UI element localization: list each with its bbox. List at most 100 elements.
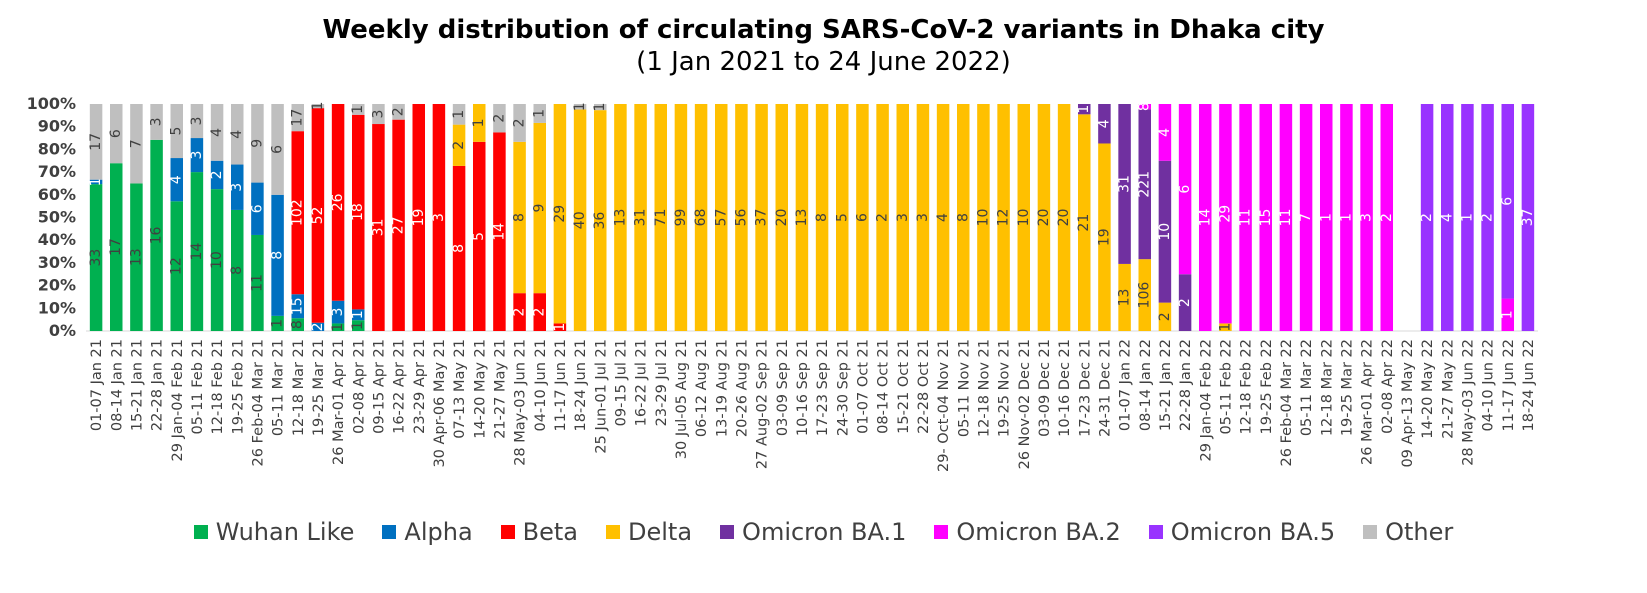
- data-label: 10: [975, 209, 991, 227]
- data-label: 5: [834, 213, 850, 222]
- bar-segment: [654, 104, 668, 331]
- data-label: 102: [290, 199, 306, 226]
- bar-segment: [694, 104, 708, 331]
- data-label: 6: [108, 129, 124, 138]
- x-tick-label: 08-14 Jan 21: [109, 339, 125, 431]
- y-tick-label: 20%: [38, 276, 76, 295]
- x-tick-label: 13-19 Aug 21: [714, 339, 730, 437]
- bar-segment: [916, 104, 930, 331]
- x-tick-label: 10-16 Sep 21: [795, 339, 811, 436]
- legend-swatch: [382, 525, 397, 539]
- x-tick-label: 26 Feb-04 Mar 22: [1279, 339, 1295, 466]
- bar-segment: [372, 104, 385, 125]
- data-label: 4: [169, 175, 185, 184]
- data-label: 8: [512, 213, 528, 222]
- data-label: 8: [955, 213, 971, 222]
- data-label: 4: [935, 213, 951, 222]
- data-label: 1: [1338, 213, 1354, 222]
- bar-segment: [109, 163, 123, 331]
- y-tick-label: 10%: [38, 298, 76, 317]
- x-tick-label: 12-18 Feb 21: [210, 339, 226, 434]
- data-label: 4: [1096, 119, 1112, 128]
- x-tick-label: 21-27 May 21: [492, 339, 508, 439]
- legend-swatch: [1148, 525, 1163, 539]
- data-label: 27: [391, 216, 407, 234]
- bar-segment: [372, 124, 385, 331]
- bar-segment: [1521, 104, 1535, 331]
- data-label: 12: [169, 257, 185, 275]
- bar-segment: [311, 322, 325, 331]
- x-tick-label: 16-22 Apr 21: [392, 339, 408, 434]
- x-tick-label: 06-12 Aug 21: [694, 339, 710, 437]
- legend-item: Omicron BA.5: [1148, 518, 1335, 546]
- data-label: 3: [1359, 213, 1375, 222]
- data-label: 1: [350, 310, 366, 319]
- bar-segment: [170, 201, 184, 331]
- data-label: 11: [249, 274, 265, 292]
- bar-segment: [493, 104, 506, 133]
- bar-segment: [795, 104, 809, 331]
- bar-segment: [956, 104, 970, 331]
- bar-segment: [896, 104, 910, 331]
- bar-segment: [271, 104, 284, 195]
- y-tick-label: 70%: [38, 162, 76, 181]
- data-label: 1: [330, 323, 346, 332]
- x-tick-label: 22-28 Jan 22: [1178, 339, 1194, 431]
- bar-segment: [210, 104, 224, 161]
- y-tick-label: 100%: [27, 94, 76, 113]
- x-tick-label: 21-27 May 22: [1440, 339, 1456, 439]
- x-tick-label: 05-11 Mar 21: [271, 339, 287, 436]
- data-label: 2: [512, 308, 528, 317]
- bar-segment: [291, 104, 305, 132]
- data-label: 4: [209, 128, 225, 137]
- bar-segment: [553, 104, 567, 324]
- x-tick-label: 04-10 Jun 21: [533, 339, 549, 431]
- bar-segment: [412, 104, 426, 331]
- data-label: 106: [1137, 282, 1153, 309]
- data-label: 20: [774, 209, 790, 227]
- bar-segment: [230, 104, 244, 165]
- bar-segment: [351, 309, 365, 321]
- data-label: 31: [370, 219, 386, 237]
- x-tick-label: 12-18 Feb 22: [1239, 339, 1255, 434]
- bar-segment: [1279, 104, 1293, 331]
- x-tick-label: 15-21 Jan 21: [129, 339, 145, 431]
- data-label: 9: [249, 139, 265, 148]
- bar-segment: [1118, 263, 1131, 331]
- bar-segment: [331, 300, 345, 324]
- bar-segment: [89, 184, 103, 331]
- legend-label: Delta: [628, 518, 693, 546]
- bar-segment: [1501, 104, 1515, 299]
- y-tick-label: 80%: [38, 139, 76, 158]
- bar-segment: [1118, 104, 1131, 264]
- x-tick-label: 01-07 Oct 21: [855, 339, 871, 434]
- x-tick-label: 15-21 Oct 21: [896, 339, 912, 434]
- data-label: 33: [88, 249, 104, 267]
- x-tick-label: 05-11 Feb 22: [1218, 339, 1234, 434]
- data-label: 16: [149, 226, 165, 244]
- bar-segment: [1420, 104, 1434, 331]
- data-label: 26: [330, 193, 346, 211]
- data-label: 40: [572, 211, 588, 229]
- data-label: 1: [1076, 105, 1092, 114]
- x-tick-label: 08-14 Oct 21: [876, 339, 892, 434]
- data-label: 20: [1036, 209, 1052, 227]
- legend-label: Wuhan Like: [215, 518, 355, 546]
- data-label: 8: [229, 266, 245, 275]
- bar-segment: [170, 104, 184, 159]
- data-label: 7: [1298, 213, 1314, 222]
- bar-segment: [533, 104, 547, 123]
- data-label: 20: [1056, 209, 1072, 227]
- x-tick-label: 27 Aug-02 Sep 21: [755, 339, 771, 469]
- legend-item: Omicron BA.1: [720, 518, 906, 546]
- bar-segment: [1138, 104, 1152, 110]
- bar-segment: [513, 141, 526, 294]
- x-tick-label: 29- Oct-04 Nov 21: [936, 339, 952, 472]
- data-label: 56: [733, 209, 749, 227]
- data-label: 221: [1137, 171, 1153, 198]
- bar-segment: [1319, 104, 1333, 331]
- chart-title: Weekly distribution of circulating SARS-…: [322, 15, 1325, 45]
- x-tick-label: 08-14 Jan 22: [1138, 339, 1154, 431]
- bar-segment: [573, 109, 587, 331]
- bar-segment: [331, 323, 345, 331]
